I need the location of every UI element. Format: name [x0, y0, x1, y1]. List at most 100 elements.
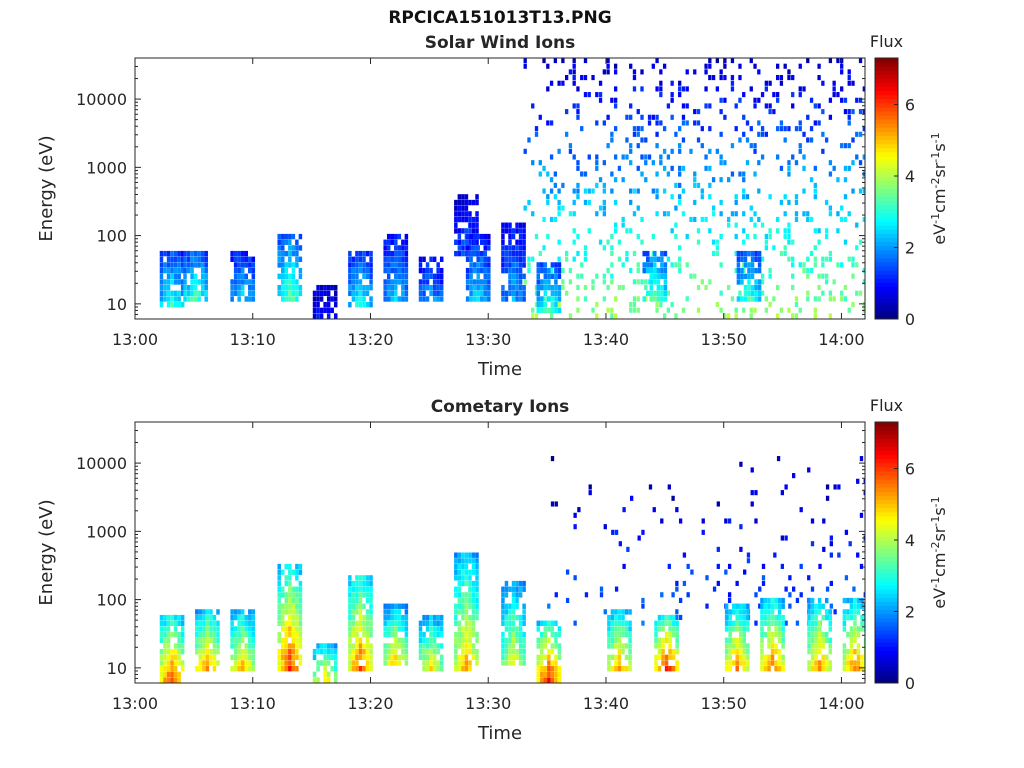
heatmap-cell [348, 631, 352, 638]
heatmap-cell [668, 631, 672, 638]
heatmap-cell [851, 80, 855, 86]
heatmap-cell [295, 648, 299, 655]
heatmap-cell [216, 637, 220, 643]
heatmap-cell [817, 103, 821, 109]
heatmap-cell [696, 109, 701, 115]
heatmap-cell [613, 222, 618, 228]
heatmap-cell [753, 63, 757, 69]
heatmap-cell [719, 233, 723, 239]
heatmap-cell [711, 239, 716, 245]
heatmap-cell [738, 171, 742, 177]
heatmap-cell [457, 643, 462, 649]
heatmap-cell [461, 228, 465, 234]
heatmap-cell [610, 262, 614, 268]
heatmap-cell [159, 250, 164, 257]
heatmap-cell [475, 592, 479, 598]
heatmap-cell [678, 92, 682, 98]
heatmap-cell [636, 109, 640, 115]
heatmap-cell [554, 301, 558, 308]
heatmap-cell [621, 216, 625, 222]
heatmap-cell [678, 182, 682, 188]
heatmap-cell [828, 665, 832, 672]
heatmap-cell [511, 643, 516, 649]
heatmap-cell [675, 507, 679, 513]
colorbar-segment [875, 487, 898, 492]
heatmap-cell [397, 273, 402, 279]
heatmap-cell [177, 660, 181, 666]
heatmap-cell [696, 120, 701, 126]
heatmap-cell [319, 296, 324, 302]
heatmap-cell [821, 665, 825, 672]
heatmap-cell [663, 284, 668, 291]
heatmap-cell [670, 301, 674, 308]
heatmap-cell [693, 120, 697, 126]
colorbar-segment [875, 585, 898, 590]
heatmap-cell [653, 267, 657, 274]
heatmap-cell [312, 648, 317, 655]
heatmap-cell [401, 245, 405, 251]
heatmap-cell [768, 109, 772, 115]
heatmap-cell [554, 273, 558, 279]
heatmap-cell [468, 665, 472, 672]
heatmap-cell [202, 620, 206, 626]
heatmap-cell [288, 262, 292, 268]
heatmap-cell [728, 643, 732, 649]
heatmap-cell [251, 665, 256, 672]
heatmap-cell [736, 296, 741, 302]
heatmap-cell [663, 267, 668, 274]
heatmap-cell [651, 114, 655, 120]
heatmap-cell [828, 290, 833, 296]
heatmap-cell [159, 296, 164, 302]
heatmap-cell [696, 284, 701, 291]
heatmap-cell [472, 250, 477, 257]
heatmap-cell [754, 592, 758, 598]
heatmap-cell [542, 165, 546, 171]
heatmap-cell [787, 171, 791, 177]
heatmap-cell [761, 575, 766, 581]
heatmap-cell [461, 665, 465, 672]
heatmap-cell [696, 228, 701, 234]
heatmap-cell [170, 267, 174, 274]
heatmap-cell [436, 648, 440, 655]
heatmap-cell [464, 643, 469, 649]
heatmap-cell [183, 279, 187, 285]
heatmap-cell [418, 284, 423, 291]
heatmap-cell [390, 660, 394, 666]
heatmap-cell [758, 603, 762, 609]
heatmap-cell [163, 665, 167, 672]
heatmap-cell [701, 529, 705, 535]
heatmap-cell [847, 109, 851, 115]
heatmap-cell [193, 284, 198, 291]
heatmap-cell [557, 648, 562, 655]
heatmap-cell [629, 114, 633, 120]
heatmap-cell [711, 75, 716, 81]
heatmap-cell [418, 654, 423, 661]
heatmap-cell [610, 614, 615, 621]
heatmap-cell [656, 279, 661, 285]
heatmap-cell [663, 250, 668, 257]
heatmap-cell [291, 603, 296, 609]
heatmap-cell [739, 603, 743, 609]
heatmap-cell [173, 631, 178, 638]
heatmap-cell [855, 262, 859, 268]
heatmap-cell [237, 267, 241, 274]
heatmap-cell [333, 313, 338, 319]
heatmap-cell [757, 131, 761, 137]
heatmap-cell [842, 665, 847, 672]
colorbar-segment [875, 82, 898, 88]
heatmap-cell [432, 614, 437, 621]
heatmap-cell [457, 250, 462, 257]
heatmap-cell [846, 665, 850, 672]
heatmap-cell [784, 484, 788, 490]
heatmap-cell [397, 279, 402, 285]
heatmap-cell [742, 648, 747, 655]
heatmap-cell [471, 620, 476, 626]
heatmap-cell [671, 614, 676, 621]
heatmap-cell [613, 199, 618, 205]
heatmap-cell [760, 660, 764, 666]
heatmap-cell [195, 643, 199, 649]
heatmap-cell [549, 80, 554, 86]
heatmap-cell [277, 603, 281, 609]
heatmap-cell [760, 131, 765, 137]
heatmap-cell [595, 120, 599, 126]
